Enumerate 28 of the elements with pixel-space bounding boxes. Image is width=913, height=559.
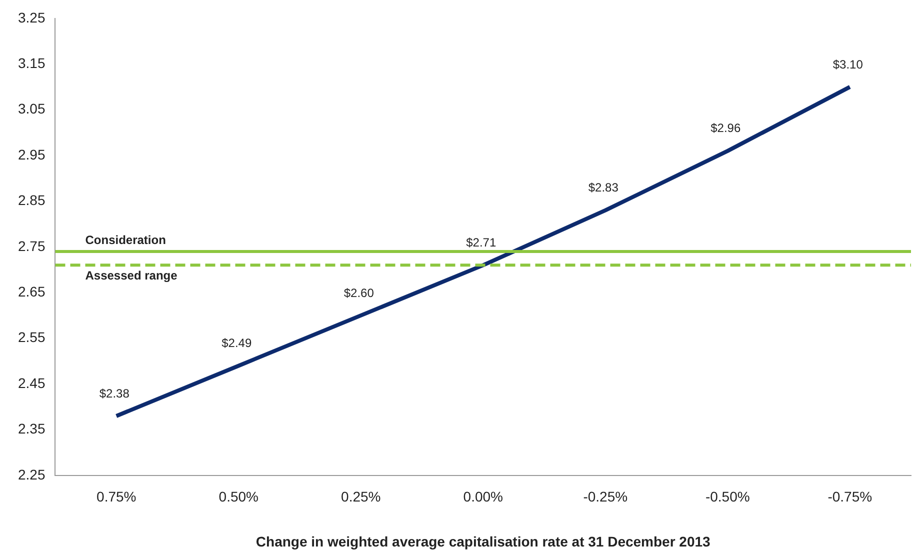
y-tick-label: 2.45 xyxy=(18,374,46,391)
y-tick-label: 2.25 xyxy=(18,466,46,482)
x-tick-label: -0.75% xyxy=(828,488,872,505)
data-label: $2.83 xyxy=(588,180,619,195)
y-tick-label: 2.55 xyxy=(18,329,46,346)
y-tick-label: 3.25 xyxy=(18,9,46,26)
y-tick-label: 3.15 xyxy=(18,54,46,71)
ref-line-label: Consideration xyxy=(85,232,166,247)
y-tick-label: 2.85 xyxy=(18,192,46,208)
data-label: $3.10 xyxy=(832,57,864,72)
y-tick-label: 2.35 xyxy=(18,420,46,437)
data-label: $2.71 xyxy=(466,235,496,250)
x-tick-label: -0.25% xyxy=(583,488,628,505)
x-axis-title: Change in weighted average capitalisation rate at 31 December 2013 xyxy=(256,533,711,550)
x-tick-label: 0.00% xyxy=(463,488,503,505)
x-tick-label: -0.50% xyxy=(705,488,750,505)
y-tick-label: 2.65 xyxy=(18,283,46,300)
y-tick-label: 2.75 xyxy=(18,238,46,254)
y-tick-label: 3.05 xyxy=(18,100,46,117)
x-tick-label: 0.50% xyxy=(218,488,258,505)
data-label: $2.96 xyxy=(710,121,741,136)
data-label: $2.60 xyxy=(344,286,374,300)
ref-line-label: Assessed range xyxy=(85,268,178,282)
x-tick-label: 0.75% xyxy=(96,488,136,505)
x-tick-label: 0.25% xyxy=(341,488,381,505)
data-label: $2.49 xyxy=(222,336,252,350)
y-tick-label: 2.95 xyxy=(18,146,46,162)
data-label: $2.38 xyxy=(99,386,130,400)
